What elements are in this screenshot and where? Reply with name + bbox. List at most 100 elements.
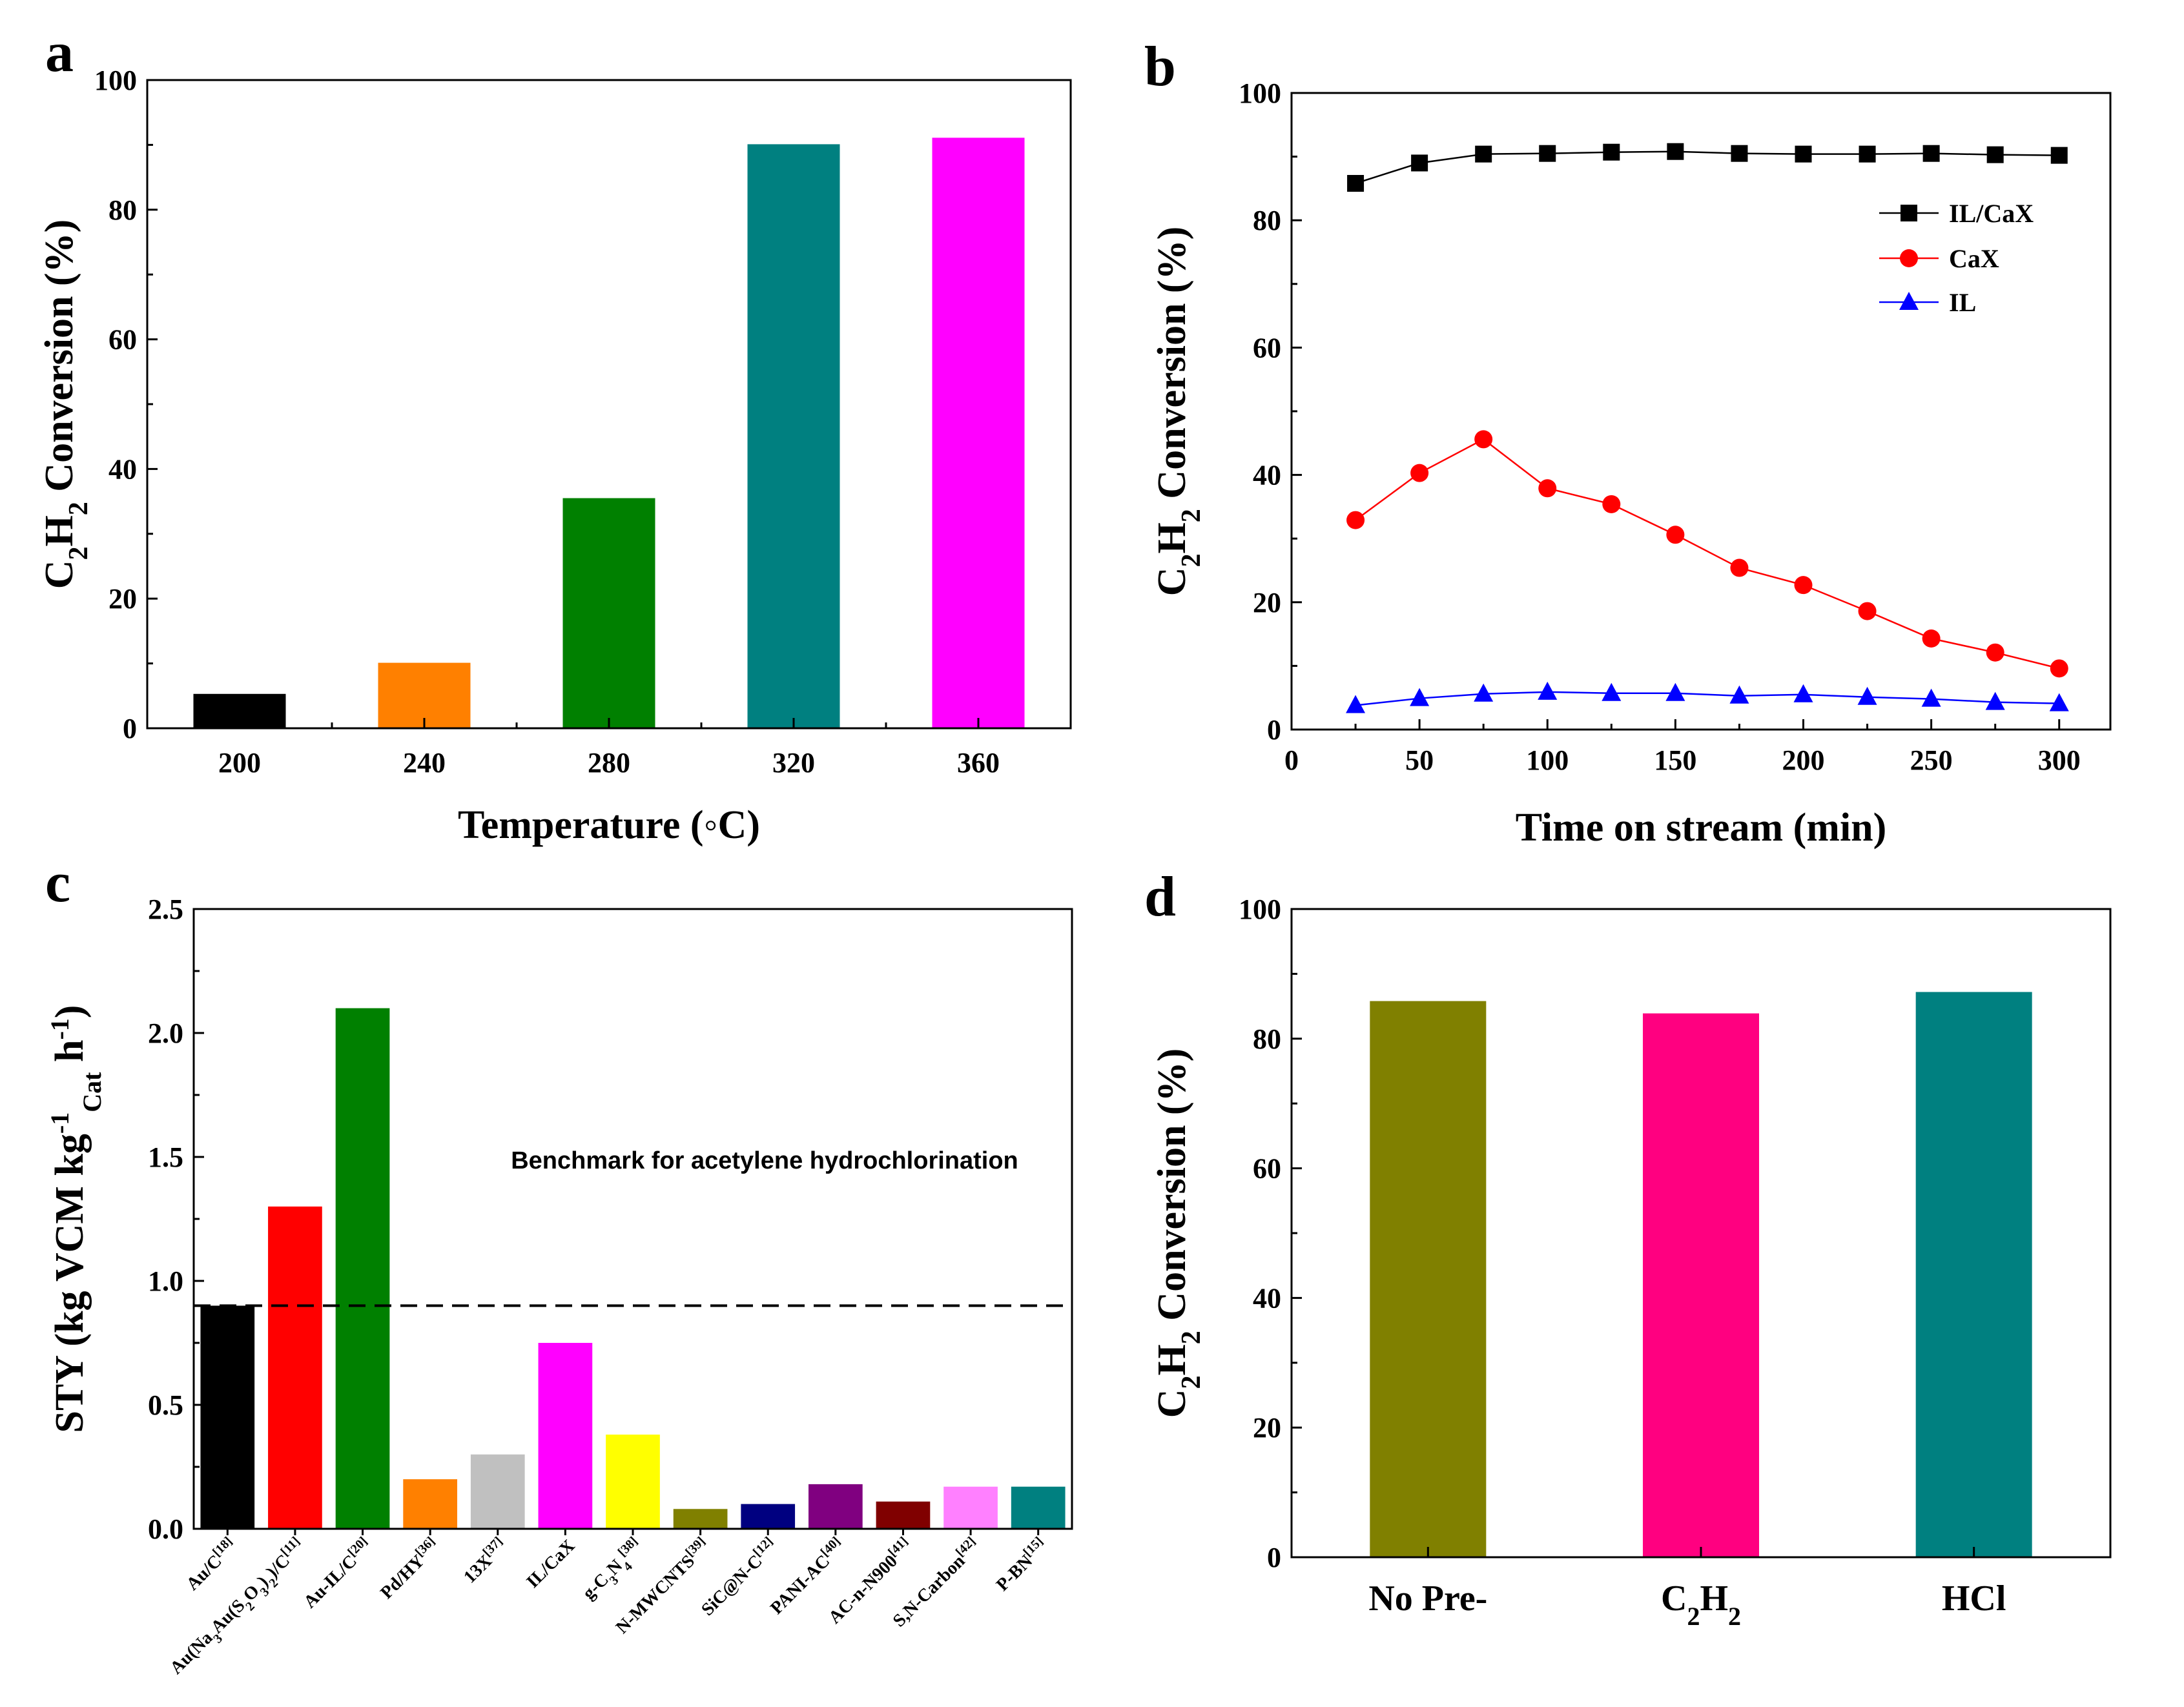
plot-frame-a: [146, 79, 1072, 730]
legend-marker-il-cax: [1901, 205, 1917, 221]
x-axis-title-b: Time on stream (min): [1516, 806, 1887, 850]
y-tick-label-b: 80: [1253, 205, 1281, 236]
marker-il-cax: [1347, 175, 1365, 192]
plot-frame-c: [192, 908, 1073, 1530]
x-tick-label-d: HCl: [1942, 1579, 2006, 1619]
y-tick-label-b: 40: [1253, 460, 1281, 491]
bar-c-10: [876, 1501, 931, 1529]
panel-d-chart: 0 20 40 60 80 100 No Pre- C2H2 HCl C2H2 Conversio…: [1150, 894, 2112, 1631]
marker-cax: [1730, 558, 1749, 577]
x-axis-title-a: Temperature (◦C): [458, 803, 760, 847]
marker-cax: [1346, 511, 1365, 529]
x-tick-label-a: 200: [218, 747, 261, 779]
y-tick-label-c: 0.5: [148, 1389, 183, 1421]
y-tick-label-b: 20: [1253, 587, 1281, 618]
marker-cax: [2050, 659, 2068, 678]
y-tick-label-d: 60: [1253, 1153, 1281, 1185]
panel-label-b: b: [1144, 36, 1176, 98]
plot-frame-d: [1290, 908, 2112, 1559]
x-tick-label-c: P-BN[15]: [991, 1534, 1052, 1595]
marker-il-cax: [1731, 145, 1748, 162]
bar-a-240: [378, 662, 471, 728]
panel-a-chart: 0 20 40 60 80 100 200 240 280 320 360 Temperature (…: [37, 65, 1072, 847]
y-tick-label-b: 60: [1253, 332, 1281, 363]
marker-il: [1665, 682, 1685, 701]
marker-cax: [1602, 495, 1621, 513]
marker-cax: [1538, 479, 1557, 498]
bar-a-360: [932, 138, 1025, 728]
legend-marker-cax: [1900, 249, 1918, 267]
panel-b-chart: 0 20 40 60 80 100 0 50 100 150 200 250 300 IL/CaX CaX I…: [1150, 77, 2112, 850]
marker-il-cax: [1475, 145, 1492, 163]
x-tick-label-d: No Pre-: [1368, 1579, 1487, 1619]
y-tick-label-d: 20: [1253, 1412, 1281, 1444]
x-tick-label-c: Pd/HY[36]: [375, 1534, 444, 1603]
y-tick-label-c: 2.5: [148, 894, 183, 925]
x-tick-label-b: 250: [1910, 744, 1953, 776]
y-tick-label-c: 1.5: [148, 1141, 183, 1173]
marker-cax: [1666, 526, 1685, 544]
marker-il-cax: [1603, 143, 1620, 161]
marker-il-cax: [2050, 147, 2068, 164]
y-tick-label-d: 80: [1253, 1023, 1281, 1055]
y-tick-label-a: 80: [108, 194, 137, 226]
marker-il: [2049, 693, 2069, 711]
y-tick-label-a: 40: [108, 453, 137, 485]
y-tick-label-a: 0: [123, 713, 137, 744]
y-tick-label-d: 40: [1253, 1282, 1281, 1314]
y-axis-title-a: C2H2 Conversion (%): [37, 220, 94, 589]
bar-c-5: [538, 1343, 593, 1529]
marker-il-cax: [1411, 154, 1428, 172]
marker-il: [1410, 688, 1430, 706]
bar-c-2: [335, 1008, 390, 1529]
marker-cax: [1922, 629, 1941, 648]
x-tick-label-a: 240: [403, 747, 446, 779]
series-line-cax: [1355, 438, 2060, 670]
x-tick-label-a: 360: [957, 747, 1000, 779]
marker-il: [1474, 683, 1494, 702]
marker-il: [1985, 691, 2005, 710]
y-tick-label-d: 100: [1239, 894, 1281, 925]
panel-label-d: d: [1144, 866, 1176, 928]
legend-label-cax: CaX: [1949, 244, 1999, 273]
panel-c-chart: 0.0 0.5 1.0 1.5 2.0 2.5 Au/C[18]Au(Na3Au(S2O3)…: [45, 894, 1073, 1682]
marker-il-cax: [1539, 145, 1556, 162]
marker-il-cax: [1667, 143, 1684, 160]
x-tick-label-b: 300: [2038, 744, 2081, 776]
marker-il: [1793, 684, 1813, 702]
legend-label-il-cax: IL/CaX: [1949, 199, 2034, 228]
bar-c-12: [1011, 1486, 1066, 1529]
y-tick-label-c: 1.0: [148, 1265, 183, 1297]
y-axis-title-b: C2H2 Conversion (%): [1150, 227, 1206, 596]
marker-il-cax: [1795, 145, 1812, 163]
benchmark-annotation: Benchmark for acetylene hydrochlorinatio…: [511, 1147, 1018, 1174]
x-tick-label-d: C2H2: [1661, 1579, 1741, 1631]
bar-c-11: [943, 1486, 998, 1529]
marker-il: [1921, 688, 1941, 707]
panel-label-a: a: [45, 21, 74, 84]
bar-d-1: [1643, 1013, 1759, 1557]
y-axis-title-d: C2H2 Conversion (%): [1150, 1048, 1206, 1418]
marker-cax: [1794, 576, 1813, 595]
x-tick-label-c: IL/CaX: [523, 1536, 579, 1592]
x-tick-label-c: Au/C[18]: [181, 1534, 241, 1594]
bar-c-1: [268, 1206, 322, 1529]
bar-a-280: [562, 498, 655, 728]
marker-cax: [1986, 643, 2004, 662]
legend-marker-il: [1899, 292, 1919, 310]
bar-c-8: [741, 1504, 796, 1529]
x-tick-label-b: 200: [1782, 744, 1825, 776]
y-tick-label-a: 60: [108, 324, 137, 356]
bar-a-320: [747, 144, 840, 728]
series-line-il: [1355, 691, 2059, 706]
x-tick-label-c: Au(Na3Au(S2O3)2)/C[11]: [165, 1534, 313, 1682]
bar-c-4: [470, 1454, 525, 1529]
legend-label-il: IL: [1949, 288, 1976, 317]
bar-c-6: [606, 1435, 660, 1529]
marker-il: [1729, 685, 1749, 704]
y-tick-label-a: 20: [108, 583, 137, 615]
marker-il: [1346, 695, 1366, 713]
x-tick-label-b: 50: [1405, 744, 1434, 776]
x-tick-label-a: 280: [588, 747, 630, 779]
